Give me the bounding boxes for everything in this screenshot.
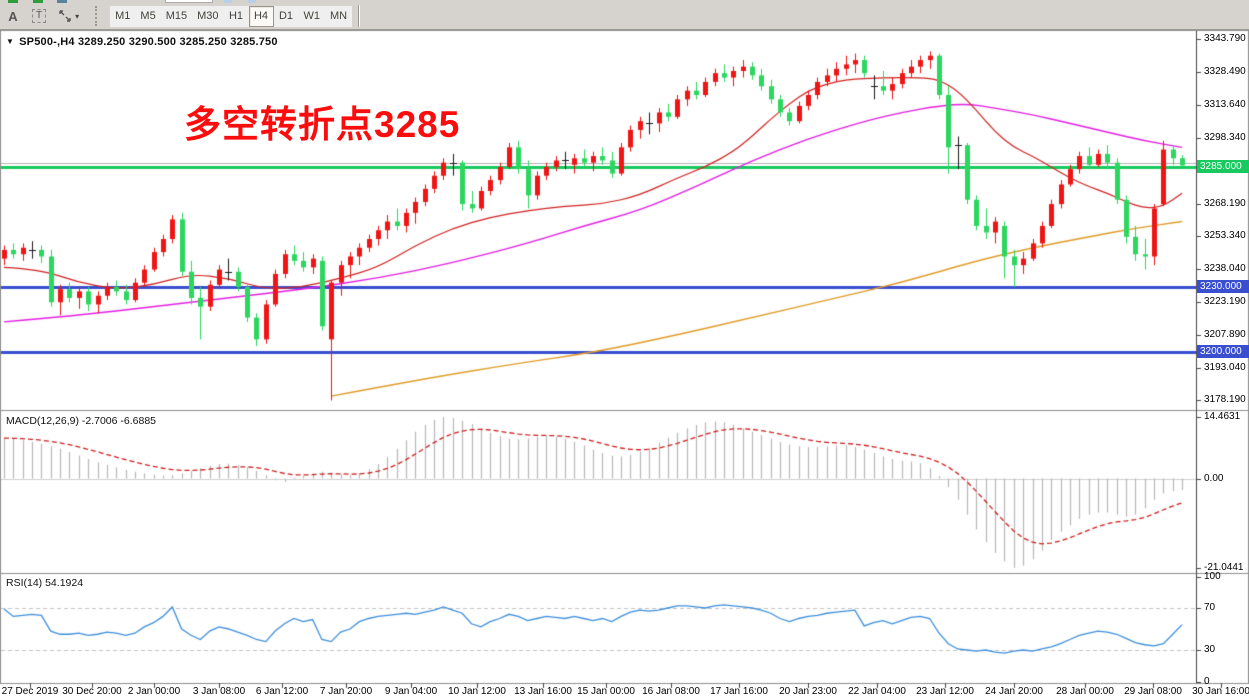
timeframe-button-h1[interactable]: H1: [223, 5, 249, 27]
timeframe-button-mn[interactable]: MN: [325, 5, 353, 27]
toolbar-separator: [358, 5, 360, 27]
text-label-tool-button[interactable]: T: [27, 5, 51, 27]
sliver-icon: [33, 0, 43, 3]
sliver-icon: [224, 0, 232, 3]
diagonal-arrows-icon: [59, 10, 71, 22]
timeframe-button-m5[interactable]: M5: [135, 5, 161, 27]
toolbar: A T ▾ M1 M5 M15 M30 H1 H4 D1 W1 MN: [0, 0, 1249, 30]
timeframe-button-m1[interactable]: M1: [110, 5, 136, 27]
sliver-icon: [248, 0, 256, 3]
dropdown-caret-icon: ▾: [75, 11, 80, 21]
timeframe-button-h4[interactable]: H4: [248, 5, 274, 27]
timeframe-button-d1[interactable]: D1: [273, 5, 299, 27]
timeframe-group: M1 M5 M15 M30 H1 H4 D1 W1 MN: [110, 5, 353, 27]
toolbar-row: A T ▾ M1 M5 M15 M30 H1 H4 D1 W1 MN: [0, 4, 360, 28]
sliver-icon: [8, 0, 18, 3]
chart-area: ▼ SP500-,H4 3289.250 3290.500 3285.250 32…: [0, 30, 1249, 700]
timeframe-button-m15[interactable]: M15: [160, 5, 193, 27]
chart-canvas[interactable]: [0, 30, 1249, 700]
sliver-icon: [165, 0, 213, 3]
text-label-glyph: T: [32, 9, 47, 23]
timeframe-button-m30[interactable]: M30: [192, 5, 224, 27]
toolbar-grip[interactable]: [95, 6, 104, 26]
timeframe-button-w1[interactable]: W1: [298, 5, 325, 27]
arrange-objects-button[interactable]: ▾: [53, 5, 84, 27]
sliver-icon: [57, 0, 67, 3]
toolbar-overflow-sliver: [0, 0, 1249, 3]
font-tool-button[interactable]: A: [1, 5, 25, 27]
